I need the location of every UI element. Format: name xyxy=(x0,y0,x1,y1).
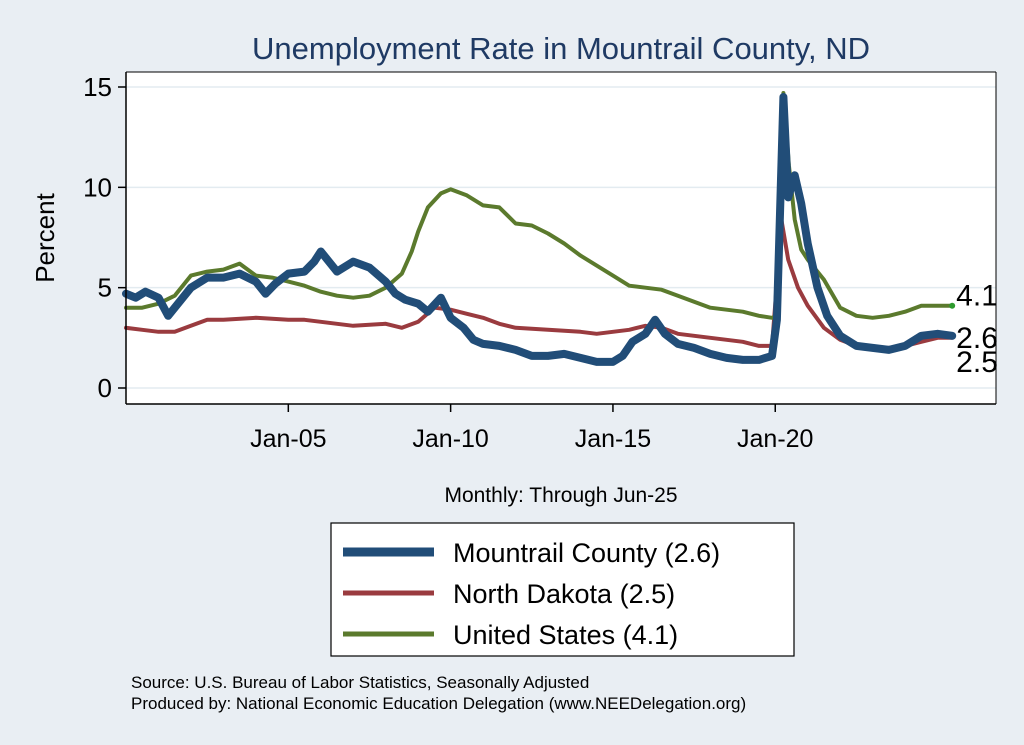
end-label-united-states: 4.1 xyxy=(956,280,998,313)
x-axis-label: Monthly: Through Jun-25 xyxy=(444,484,677,507)
x-tick-label: Jan-15 xyxy=(575,425,651,453)
x-tick-label: Jan-10 xyxy=(412,425,488,453)
x-ticks: Jan-05 Jan-10 Jan-15 Jan-20 xyxy=(250,404,813,453)
y-tick-label: 10 xyxy=(83,172,112,202)
source-note: Source: U.S. Bureau of Labor Statistics,… xyxy=(131,673,589,692)
y-ticks: 0 5 10 15 xyxy=(83,72,126,403)
legend-entry: United States (4.1) xyxy=(453,620,678,650)
legend: Mountrail County (2.6) North Dakota (2.5)… xyxy=(343,538,720,650)
series-line-mountrail-county xyxy=(122,93,957,366)
end-label-mountrail-county: 2.6 xyxy=(956,322,998,355)
chart-title: Unemployment Rate in Mountrail County, N… xyxy=(252,31,870,66)
y-tick-label: 15 xyxy=(83,72,112,102)
end-label-north-dakota: 2.5 xyxy=(956,346,998,379)
end-labels: 2.5 4.1 2.6 xyxy=(949,280,998,379)
plot-area xyxy=(126,72,996,404)
x-tick-label: Jan-20 xyxy=(737,425,813,453)
produced-by-note: Produced by: National Economic Education… xyxy=(131,694,746,713)
y-tick-label: 0 xyxy=(98,373,112,403)
y-tick-label: 5 xyxy=(98,273,112,303)
legend-entry: Mountrail County (2.6) xyxy=(453,538,720,568)
y-axis-label: Percent xyxy=(30,192,60,282)
endpoint-marker xyxy=(949,302,956,309)
x-tick-label: Jan-05 xyxy=(250,425,326,453)
legend-entry: North Dakota (2.5) xyxy=(453,579,675,609)
series-line-north-dakota xyxy=(124,219,955,350)
series-lines xyxy=(122,91,957,366)
